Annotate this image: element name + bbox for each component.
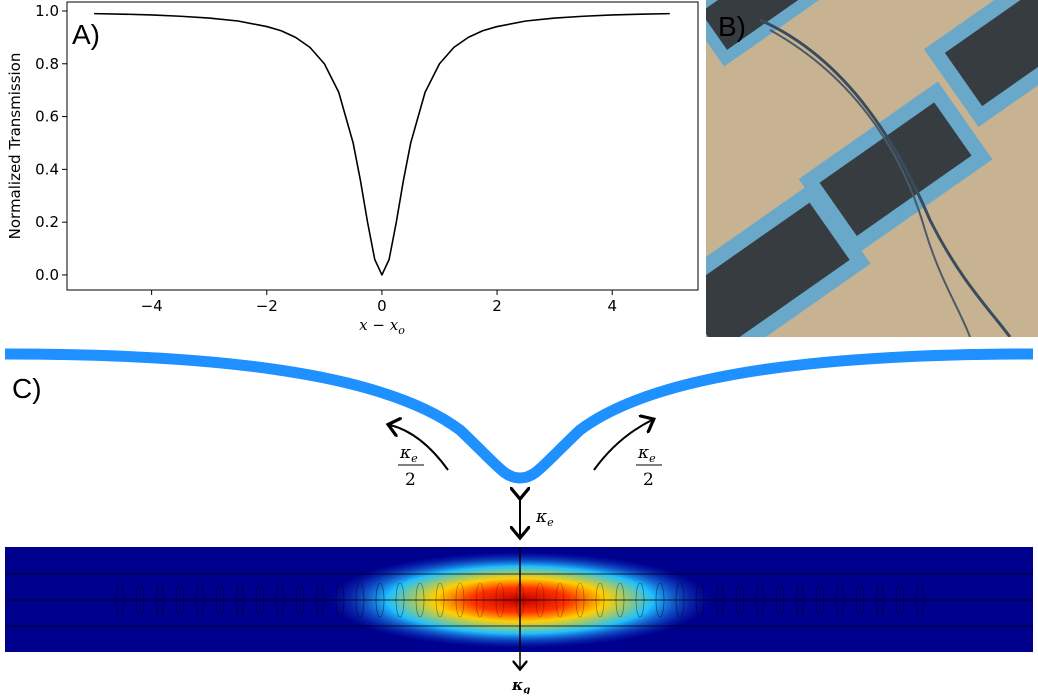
waveguide: [759, 18, 1012, 337]
x-axis-label: x − xo: [359, 316, 405, 337]
y-tick-label: 0.4: [35, 160, 59, 178]
rate-label: κg: [511, 676, 530, 694]
micrograph: B): [706, 0, 1038, 337]
y-tick-label: 0.0: [35, 266, 59, 284]
rate-label: κe 2: [398, 443, 424, 490]
denominator: 2: [643, 470, 654, 490]
waveguide: [769, 29, 971, 337]
coupling-diagram: C) κe 2 κe 2 κe κg: [4, 348, 1034, 696]
y-tick-label: 1.0: [35, 2, 59, 20]
plot-a: A) Normalized Transmission x − xo −4 −2 0 2…: [6, 1, 699, 337]
rate-label: κe 2: [636, 443, 662, 490]
svg-text:κe: κe: [637, 443, 656, 465]
svg-text:κe: κe: [399, 443, 418, 465]
panel-label: C): [12, 373, 42, 404]
kappa-sub: e: [649, 452, 656, 465]
arrow: [593, 420, 652, 471]
kappa-sub: g: [523, 685, 530, 694]
axes-frame: [66, 1, 699, 291]
electrode: [706, 0, 848, 67]
kappa: κ: [399, 443, 411, 463]
kappa: κ: [535, 507, 547, 527]
y-tick-label: 0.2: [35, 213, 59, 231]
panel-label: B): [718, 11, 746, 42]
y-tick-label: 0.8: [35, 55, 59, 73]
kappa-sub: e: [547, 516, 554, 529]
rate-label: κe: [535, 507, 554, 529]
y-axis-label: Normalized Transmission: [6, 53, 24, 240]
x-tick-label: −2: [256, 297, 278, 315]
electrode: [798, 81, 993, 257]
electrode: [923, 0, 1038, 128]
fiber-taper: [4, 348, 1034, 484]
x-tick-label: −4: [141, 297, 163, 315]
kappa-sub: e: [411, 452, 418, 465]
data-line: [94, 12, 670, 276]
panel-label: A): [72, 19, 100, 50]
electrode: [706, 181, 871, 337]
arrow: [390, 425, 449, 471]
kappa: κ: [511, 676, 523, 694]
y-tick-label: 0.6: [35, 108, 59, 126]
denominator: 2: [405, 470, 416, 490]
kappa: κ: [637, 443, 649, 463]
x-label-main: x − x: [359, 316, 399, 334]
x-tick-label: 0: [377, 297, 387, 315]
x-label-sub: o: [398, 324, 405, 337]
x-tick-label: 4: [607, 297, 617, 315]
x-tick-label: 2: [492, 297, 502, 315]
